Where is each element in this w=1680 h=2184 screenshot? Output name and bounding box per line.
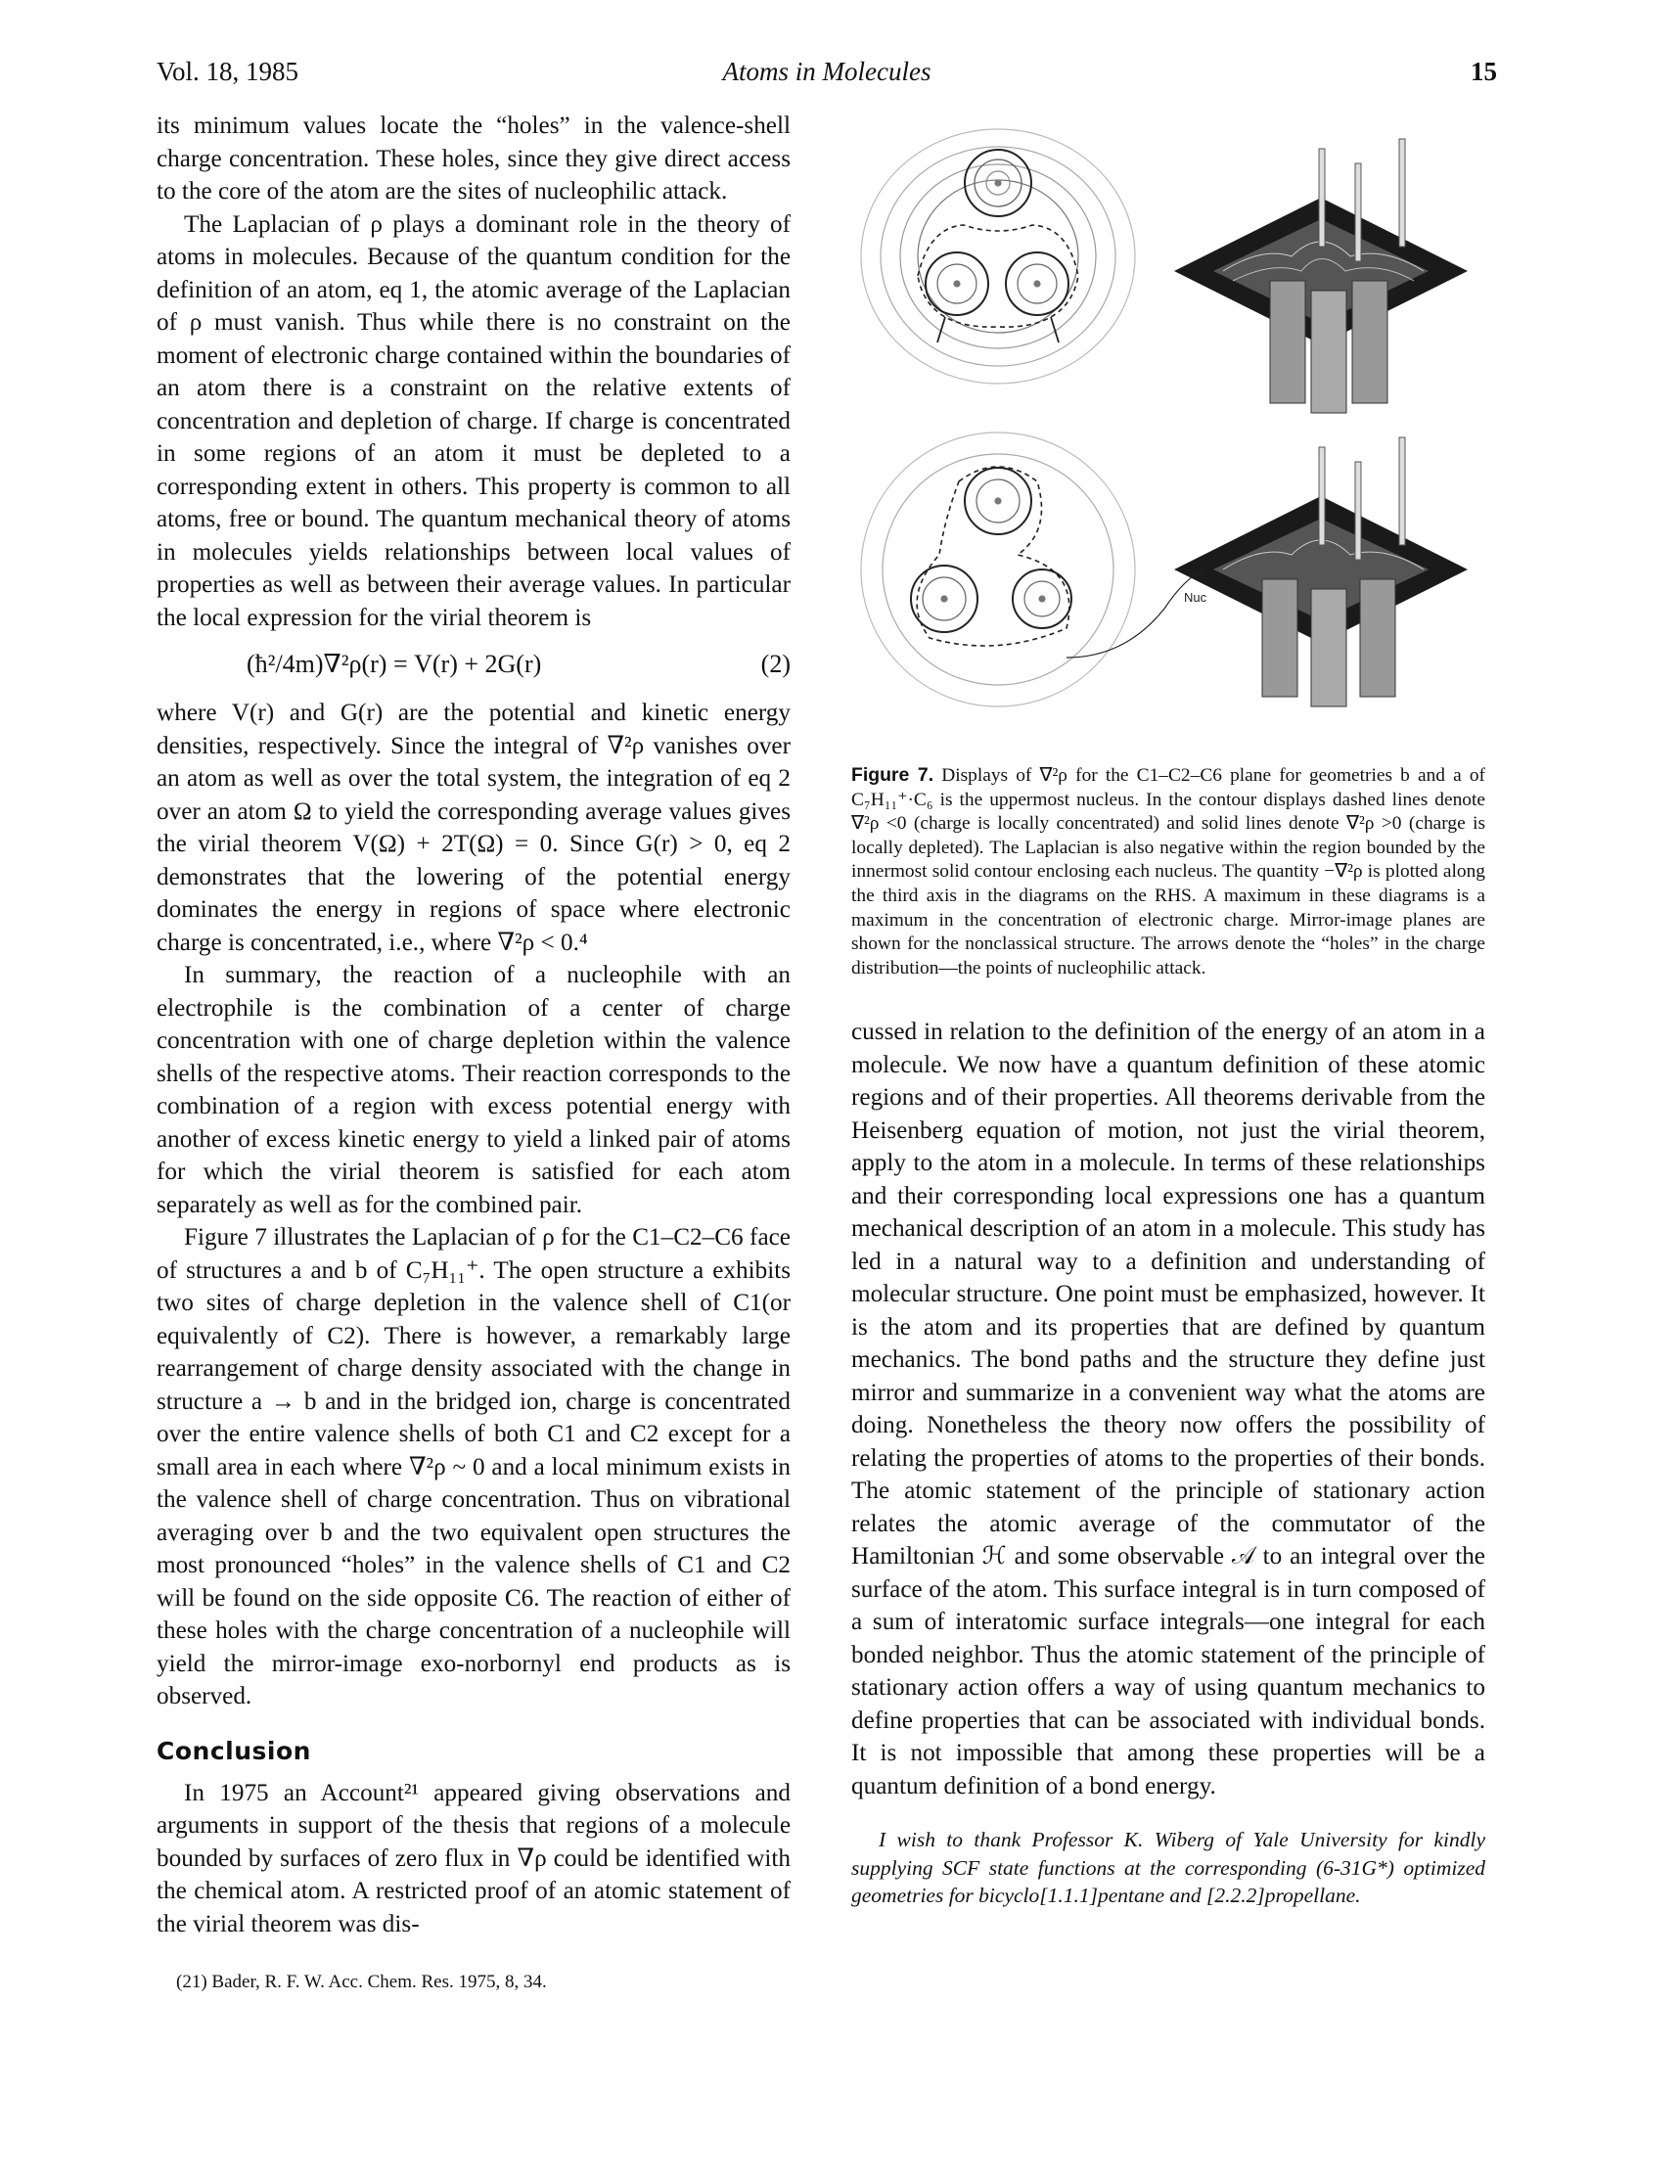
equation-block: (ħ²/4m)∇²ρ(r) = V(r) + 2G(r) (2) bbox=[157, 640, 791, 691]
page-number: 15 bbox=[1471, 57, 1497, 86]
caption-label: Figure 7. bbox=[851, 764, 934, 786]
relief-plot-top bbox=[1174, 138, 1468, 414]
paragraph: In 1975 an Account²¹ appeared giving obs… bbox=[157, 1779, 791, 1937]
relief-plot-bottom: Nuc bbox=[1066, 436, 1468, 707]
nuc-pointer-line bbox=[1066, 569, 1204, 659]
paragraph: In summary, the reaction of a nucleophil… bbox=[157, 962, 791, 1218]
paragraph: The Laplacian of ρ plays a dominant role… bbox=[157, 210, 791, 631]
contour-map-bottom bbox=[860, 432, 1136, 707]
figure-7: Nuc bbox=[851, 110, 1485, 728]
paragraph: its minimum values locate the “holes” in… bbox=[157, 113, 791, 205]
running-title: Atoms in Molecules bbox=[722, 57, 931, 86]
acknowledgment: I wish to thank Professor K. Wiberg of Y… bbox=[851, 1828, 1485, 1908]
paragraph: Figure 7 illustrates the Laplacian of ρ … bbox=[157, 1224, 791, 1709]
equation-number: (2) bbox=[760, 650, 791, 678]
paragraph: where V(r) and G(r) are the potential an… bbox=[157, 700, 791, 956]
page-header: Vol. 18, 1985 Atoms in Molecules 15 bbox=[157, 57, 1497, 96]
laplacian-figure-graphic: Nuc bbox=[860, 128, 1468, 707]
left-column: its minimum values locate the “holes” in… bbox=[157, 110, 791, 1993]
footnote: (21) Bader, R. F. W. Acc. Chem. Res. 197… bbox=[176, 1972, 547, 1992]
caption-text: Displays of ∇²ρ for the C1–C2–C6 plane f… bbox=[851, 765, 1485, 978]
virial-equation: (ħ²/4m)∇²ρ(r) = V(r) + 2G(r) bbox=[247, 650, 542, 678]
paragraph: cussed in relation to the definition of … bbox=[851, 1019, 1485, 1799]
figure-caption: Figure 7. Displays of ∇²ρ for the C1–C2–… bbox=[851, 763, 1485, 980]
nuc-label: Nuc bbox=[1184, 590, 1207, 605]
contour-map-top bbox=[860, 128, 1136, 385]
right-column: Nuc Figure 7. Displays of ∇²ρ for the C1… bbox=[851, 110, 1485, 1931]
volume-label: Vol. 18, 1985 bbox=[157, 57, 299, 86]
section-heading: Conclusion bbox=[157, 1736, 311, 1765]
